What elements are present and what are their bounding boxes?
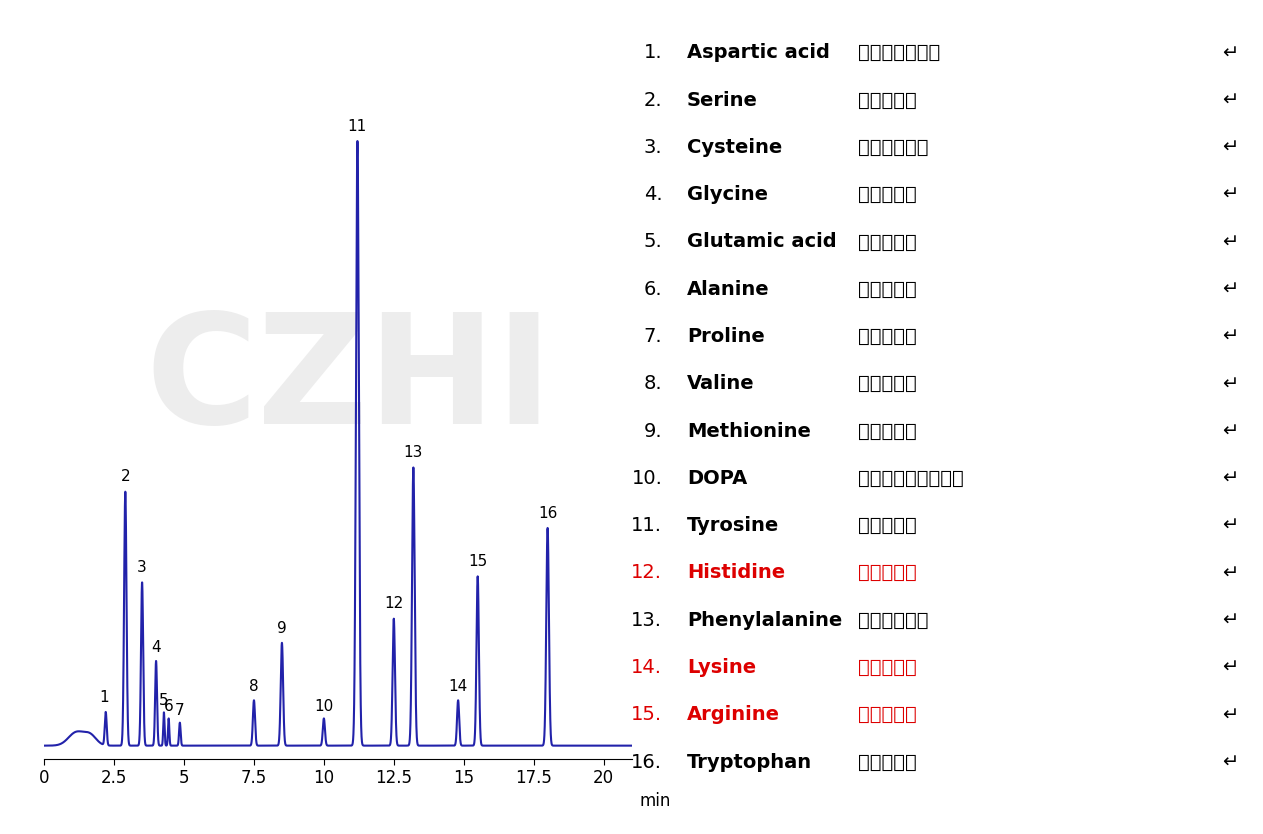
Text: （蛋氨酸）: （蛋氨酸） [859, 422, 917, 440]
Text: Proline: Proline [687, 327, 764, 346]
Text: ↵: ↵ [1221, 422, 1238, 440]
Text: Histidine: Histidine [687, 564, 784, 582]
Text: 10: 10 [314, 699, 333, 714]
Text: 2.: 2. [644, 91, 662, 109]
Text: ↵: ↵ [1221, 658, 1238, 677]
Text: Arginine: Arginine [687, 706, 779, 724]
Text: 15.: 15. [632, 706, 662, 724]
Text: （赖氨酸）: （赖氨酸） [859, 658, 917, 677]
Text: 5: 5 [159, 692, 169, 707]
Text: 9: 9 [277, 620, 287, 636]
Text: （苯丙氨酸）: （苯丙氨酸） [859, 610, 928, 630]
Text: 2: 2 [120, 470, 130, 485]
Text: 8.: 8. [644, 374, 662, 394]
Text: （缬氨酸）: （缬氨酸） [859, 374, 917, 394]
Text: Aspartic acid: Aspartic acid [687, 43, 830, 63]
Text: ↵: ↵ [1221, 752, 1238, 771]
Text: Methionine: Methionine [687, 422, 811, 440]
Text: 7: 7 [176, 703, 184, 718]
Text: 12: 12 [384, 596, 403, 611]
Text: Cysteine: Cysteine [687, 138, 782, 157]
Text: min: min [640, 792, 671, 810]
Text: ↵: ↵ [1221, 706, 1238, 724]
Text: （天门冬氨酸）: （天门冬氨酸） [859, 43, 941, 63]
Text: ↵: ↵ [1221, 185, 1238, 204]
Text: （甘氨酸）: （甘氨酸） [859, 185, 917, 204]
Text: 4.: 4. [644, 185, 662, 204]
Text: 6.: 6. [644, 279, 662, 299]
Text: Valine: Valine [687, 374, 754, 394]
Text: 1.: 1. [644, 43, 662, 63]
Text: 4: 4 [152, 640, 160, 655]
Text: Alanine: Alanine [687, 279, 769, 299]
Text: Glycine: Glycine [687, 185, 768, 204]
Text: Serine: Serine [687, 91, 758, 109]
Text: （二羟基苯丙氨酸）: （二羟基苯丙氨酸） [859, 469, 964, 488]
Text: ↵: ↵ [1221, 43, 1238, 63]
Text: （组氨酸）: （组氨酸） [859, 564, 917, 582]
Text: ↵: ↵ [1221, 374, 1238, 394]
Text: 9.: 9. [644, 422, 662, 440]
Text: ↵: ↵ [1221, 516, 1238, 535]
Text: 5.: 5. [644, 233, 662, 252]
Text: （酰氨酸）: （酰氨酸） [859, 516, 917, 535]
Text: 3: 3 [138, 560, 147, 575]
Text: （丝胺酸）: （丝胺酸） [859, 91, 917, 109]
Text: 8: 8 [249, 679, 259, 694]
Text: Tyrosine: Tyrosine [687, 516, 779, 535]
Text: （半胱胺酸）: （半胱胺酸） [859, 138, 928, 157]
Text: （丙氨酸）: （丙氨酸） [859, 279, 917, 299]
Text: （谷氨酸）: （谷氨酸） [859, 233, 917, 252]
Text: ↵: ↵ [1221, 279, 1238, 299]
Text: （脯氨酸）: （脯氨酸） [859, 327, 917, 346]
Text: DOPA: DOPA [687, 469, 748, 488]
Text: Lysine: Lysine [687, 658, 757, 677]
Text: 7.: 7. [644, 327, 662, 346]
Text: 11: 11 [347, 118, 368, 133]
Text: 13.: 13. [632, 610, 662, 630]
Text: 14: 14 [448, 679, 467, 694]
Text: Glutamic acid: Glutamic acid [687, 233, 836, 252]
Text: 13: 13 [404, 445, 423, 460]
Text: 15: 15 [469, 554, 488, 569]
Text: （色氨酸）: （色氨酸） [859, 752, 917, 771]
Text: CZHI: CZHI [145, 307, 553, 456]
Text: 12.: 12. [632, 564, 662, 582]
Text: ↵: ↵ [1221, 233, 1238, 252]
Text: 10.: 10. [632, 469, 662, 488]
Text: Tryptophan: Tryptophan [687, 752, 812, 771]
Text: ↵: ↵ [1221, 138, 1238, 157]
Text: ↵: ↵ [1221, 610, 1238, 630]
Text: 3.: 3. [644, 138, 662, 157]
Text: Phenylalanine: Phenylalanine [687, 610, 842, 630]
Text: 14.: 14. [632, 658, 662, 677]
Text: ↵: ↵ [1221, 469, 1238, 488]
Text: 1: 1 [100, 690, 109, 705]
Text: 11.: 11. [632, 516, 662, 535]
Text: ↵: ↵ [1221, 564, 1238, 582]
Text: 16.: 16. [632, 752, 662, 771]
Text: ↵: ↵ [1221, 327, 1238, 346]
Text: 16: 16 [538, 505, 557, 520]
Text: ↵: ↵ [1221, 91, 1238, 109]
Text: 6: 6 [164, 699, 173, 714]
Text: （精氨酸）: （精氨酸） [859, 706, 917, 724]
